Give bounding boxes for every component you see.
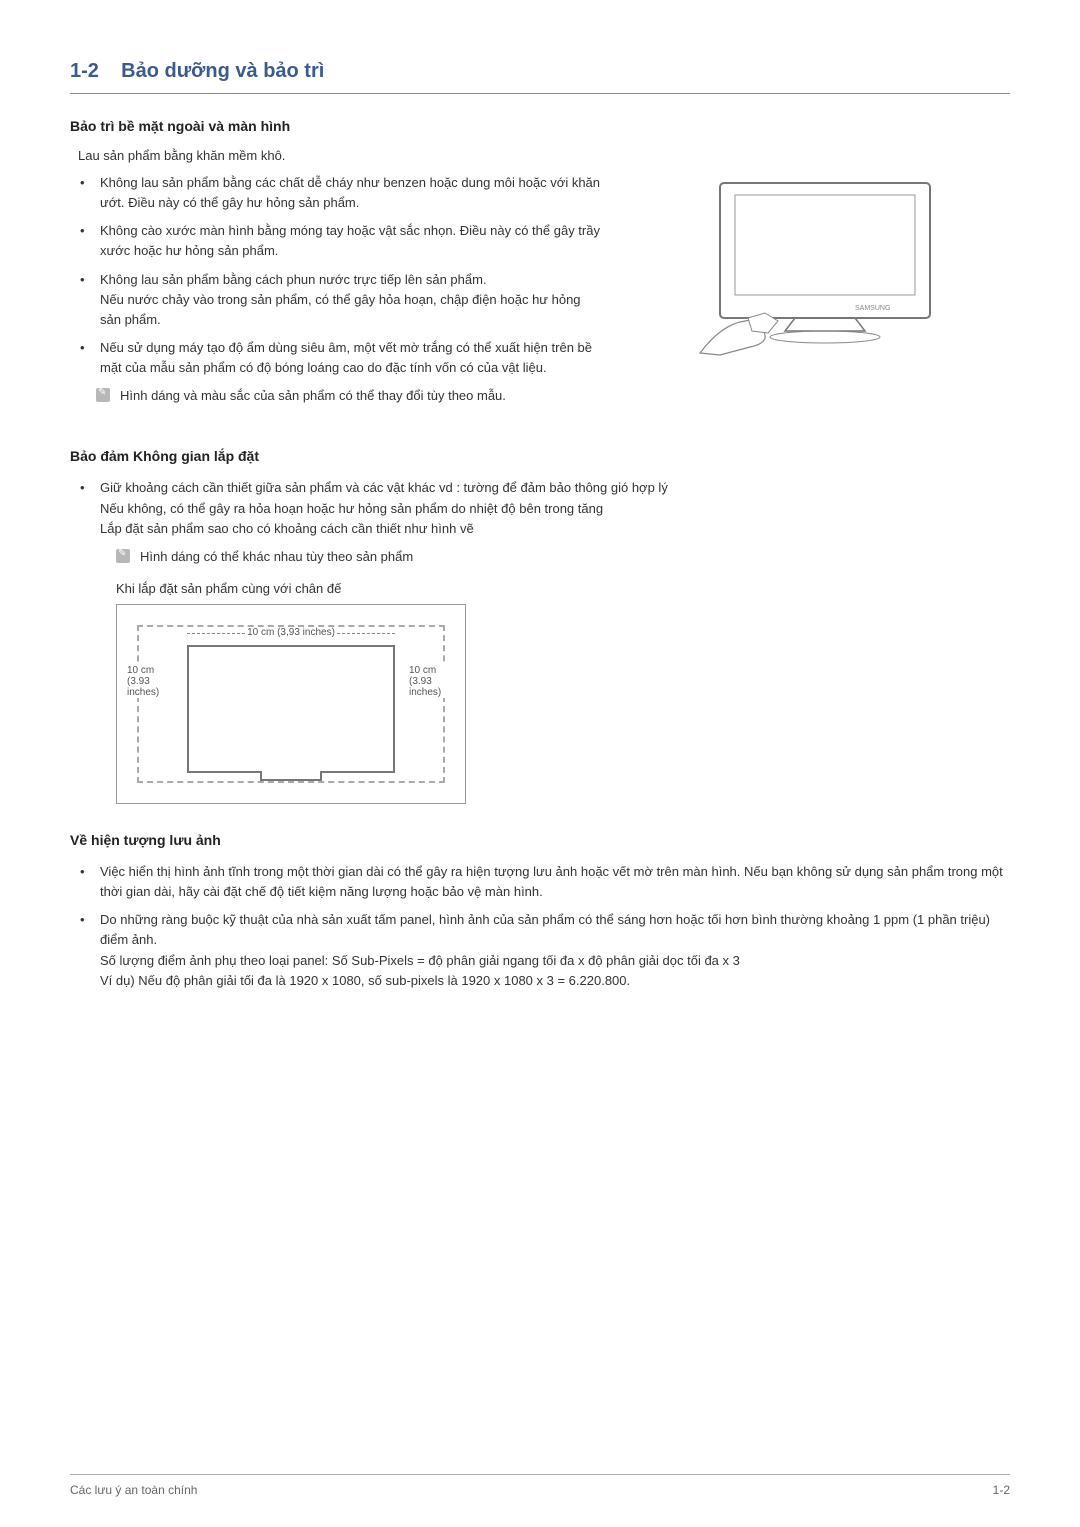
dim-right: 10 cm (3.93 inches): [407, 665, 457, 698]
dim-left: 10 cm (3.93 inches): [125, 665, 175, 698]
footer-right: 1-2: [993, 1483, 1010, 1497]
sec1-two-col: Không lau sản phẩm bằng các chất dễ cháy…: [70, 173, 1010, 414]
installation-space-section: Bảo đảm Không gian lắp đặt Giữ khoảng cá…: [70, 448, 1010, 804]
monitor-brand-label: SAMSUNG: [855, 305, 890, 312]
sec1-left: Không lau sản phẩm bằng các chất dễ cháy…: [70, 173, 601, 414]
sec2-note-row: Hình dáng có thể khác nhau tùy theo sản …: [70, 547, 1010, 567]
diagram-monitor: [187, 645, 395, 773]
sec1-heading: Bảo trì bề mặt ngoài và màn hình: [70, 118, 1010, 134]
note-icon: [96, 388, 110, 402]
footer-left: Các lưu ý an toàn chính: [70, 1483, 197, 1497]
section-title-text: Bảo dưỡng và bảo trì: [121, 60, 324, 82]
page: 1-2 Bảo dưỡng và bảo trì Bảo trì bề mặt …: [0, 0, 1080, 991]
sec2-heading: Bảo đảm Không gian lắp đặt: [70, 448, 1010, 464]
maintenance-section: Bảo trì bề mặt ngoài và màn hình Lau sản…: [70, 118, 1010, 414]
dim-top: 10 cm (3,93 inches): [245, 627, 337, 638]
sec2-bullets: Giữ khoảng cách cần thiết giữa sản phẩm …: [70, 478, 1010, 538]
sec1-bullet-2: Không lau sản phẩm bằng cách phun nước t…: [96, 270, 601, 330]
sec3-heading: Về hiện tượng lưu ảnh: [70, 832, 1010, 848]
sec1-intro: Lau sản phẩm bằng khăn mềm khô.: [78, 148, 1010, 163]
section-number: 1-2: [70, 60, 99, 82]
section-title: 1-2 Bảo dưỡng và bảo trì: [70, 60, 1010, 94]
sec1-bullets: Không lau sản phẩm bằng các chất dễ cháy…: [70, 173, 601, 378]
sec1-note: Hình dáng và màu sắc của sản phẩm có thể…: [120, 386, 506, 406]
sec3-bullet-0: Việc hiển thị hình ảnh tĩnh trong một th…: [96, 862, 1010, 902]
sec1-bullet-1: Không cào xước màn hình bằng móng tay ho…: [96, 221, 601, 261]
sec2-note: Hình dáng có thể khác nhau tùy theo sản …: [140, 547, 413, 567]
sec1-bullet-3: Nếu sử dụng máy tạo độ ẩm dùng siêu âm, …: [96, 338, 601, 378]
note-icon: [116, 549, 130, 563]
clearance-diagram: 10 cm (3,93 inches) 10 cm (3.93 inches) …: [116, 604, 466, 804]
sec3-bullet-1: Do những ràng buộc kỹ thuật của nhà sản …: [96, 910, 1010, 991]
sec2-caption: Khi lắp đặt sản phẩm cùng với chân đế: [116, 581, 1010, 596]
sec2-bullet-0: Giữ khoảng cách cần thiết giữa sản phẩm …: [96, 478, 1010, 538]
page-footer: Các lưu ý an toàn chính 1-2: [70, 1474, 1010, 1497]
cleaning-monitor-illustration: SAMSUNG: [690, 173, 950, 363]
sec1-bullet-0: Không lau sản phẩm bằng các chất dễ cháy…: [96, 173, 601, 213]
image-retention-section: Về hiện tượng lưu ảnh Việc hiển thị hình…: [70, 832, 1010, 991]
sec1-right: SAMSUNG: [631, 173, 1010, 414]
sec1-note-row: Hình dáng và màu sắc của sản phẩm có thể…: [70, 386, 601, 406]
sec3-bullets: Việc hiển thị hình ảnh tĩnh trong một th…: [70, 862, 1010, 991]
